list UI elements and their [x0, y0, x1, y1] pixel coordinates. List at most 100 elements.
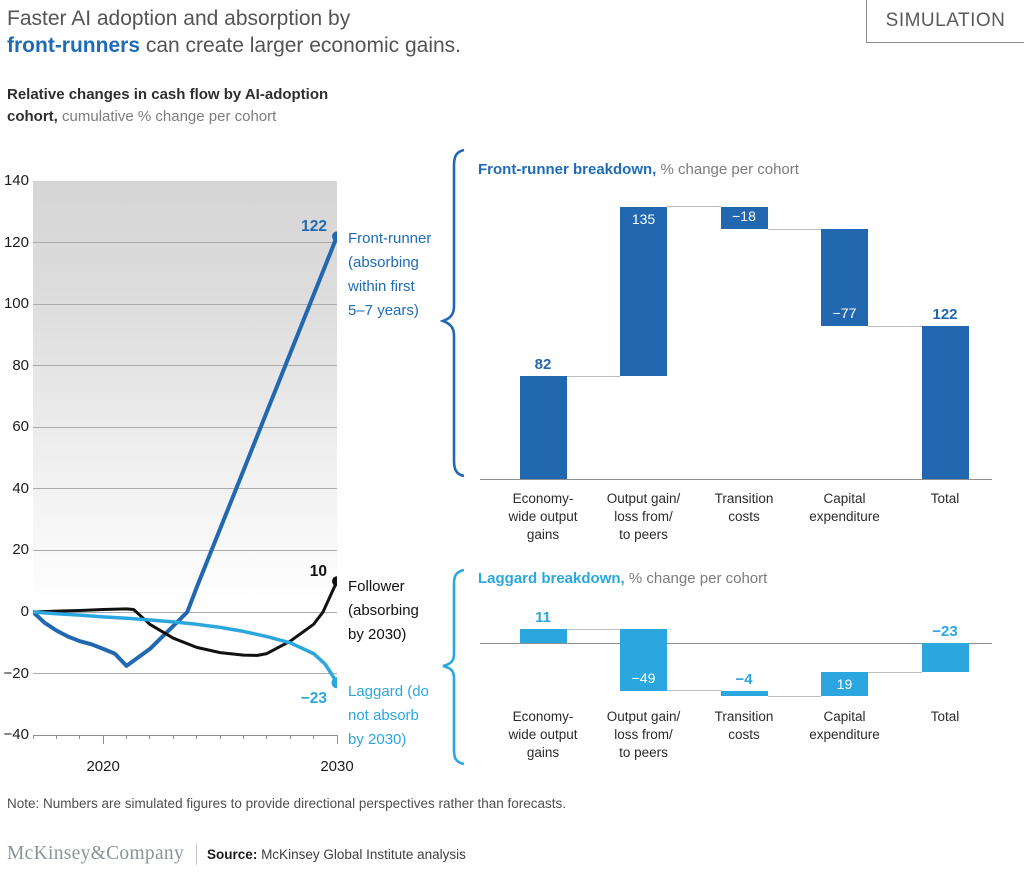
chart-subtitle-rest: cumulative % change per cohort [57, 108, 277, 125]
y-axis-labels: 140 120 100 80 60 40 20 0 −20 −40 [0, 0, 29, 877]
waterfall-connector [566, 628, 620, 630]
y-tick-label: −40 [3, 726, 29, 744]
laggard-series-label: Laggard (do not absorb by 2030) [348, 683, 429, 748]
bar-value-label: 82 [534, 356, 552, 374]
waterfall-bar [620, 629, 667, 691]
line-chart: 2020 2030 122 10 −23 [32, 181, 354, 781]
waterfall-bar [821, 229, 868, 326]
page-title: Faster AI adoption and absorption by fro… [7, 5, 607, 59]
title-rest: can create larger economic gains. [140, 34, 461, 57]
follower-line [33, 579, 337, 657]
waterfall-bar [519, 376, 567, 479]
x-axis-tick [266, 735, 268, 739]
x-axis-tick [149, 735, 151, 739]
x-axis-tick [219, 735, 221, 739]
bar-category-label: Economy- wide output gains [508, 491, 578, 542]
title-highlight: front-runners [7, 34, 140, 57]
y-tick-label: 0 [20, 603, 29, 620]
follower-end-dot [332, 576, 337, 587]
source-line: Source: McKinsey Global Institute analys… [207, 847, 466, 862]
front-runner-line [33, 234, 337, 668]
x-axis-tick [55, 735, 57, 739]
y-tick-label: 100 [3, 295, 29, 313]
front-runner-breakdown-title-bold: Front-runner breakdown, [478, 161, 657, 178]
x-axis-tick [79, 735, 81, 739]
x-axis-tick [313, 735, 315, 739]
y-tick-label: −20 [3, 664, 29, 682]
gridline [33, 426, 337, 428]
footnote: Note: Numbers are simulated figures to p… [7, 796, 567, 811]
bar-value-label: 11 [535, 609, 551, 627]
gridline [33, 549, 337, 551]
waterfall-connector [566, 375, 620, 377]
bar-category-label: Transition costs [714, 491, 774, 524]
gridline [33, 488, 337, 490]
x-tick-label: 2020 [86, 758, 120, 775]
laggard-waterfall-chart: 11 Economy- wide output gains −49 Output ga… [480, 600, 992, 780]
bar-value-label: 135 [631, 210, 656, 227]
waterfall-bar [921, 326, 969, 479]
waterfall-connector [667, 206, 721, 208]
laggard-end-dot [331, 677, 337, 689]
laggard-end-value: −23 [300, 689, 327, 707]
waterfall-bar [720, 206, 768, 230]
laggard-line [33, 610, 337, 685]
y-tick-label: 140 [3, 171, 29, 189]
front-runner-end-dot [332, 231, 337, 242]
chart-subtitle: Relative changes in cash flow by AI-adop… [7, 84, 363, 128]
front-runner-brace [440, 148, 465, 478]
chart-subtitle-bold: Relative changes in cash flow by AI-adop… [7, 86, 329, 125]
waterfall-baseline [480, 478, 992, 480]
x-axis-tick [196, 735, 198, 739]
bar-value-label: −18 [732, 208, 756, 225]
bar-category-label: Transition costs [714, 709, 774, 742]
source-text: McKinsey Global Institute analysis [257, 846, 466, 862]
bar-category-label: Output gain/ loss from/ to peers [606, 491, 681, 542]
laggard-breakdown-title-rest: % change per cohort [624, 570, 768, 587]
follower-series-label: Follower (absorbing by 2030) [348, 578, 419, 643]
waterfall-baseline [480, 642, 992, 644]
simulation-badge: SIMULATION [866, 0, 1024, 43]
x-axis-tick [242, 735, 244, 739]
footer: McKinsey&Company Source: McKinsey Global… [7, 841, 466, 867]
waterfall-bar [519, 629, 567, 643]
gridline [33, 303, 337, 305]
y-tick-label: 40 [12, 479, 29, 497]
source-label: Source: [207, 846, 258, 862]
front-runner-breakdown-title: Front-runner breakdown, % change per coh… [478, 161, 799, 178]
x-axis-tick [32, 735, 34, 739]
y-tick-label: 80 [12, 356, 29, 374]
waterfall-bar [921, 643, 969, 673]
series-lines [33, 231, 337, 689]
gridline [33, 365, 337, 367]
gridline [33, 242, 337, 244]
y-tick-label: 60 [12, 418, 29, 436]
waterfall-connector [868, 325, 922, 327]
bar-value-label: 122 [932, 306, 958, 323]
front-runner-end-value: 122 [301, 218, 327, 236]
x-axis-tick [126, 735, 128, 739]
x-axis-tick [102, 735, 104, 744]
x-axis-line [33, 734, 337, 736]
waterfall-bar [821, 672, 868, 697]
laggard-breakdown-title-bold: Laggard breakdown, [478, 570, 625, 587]
waterfall-bar [720, 690, 768, 697]
follower-end-value: 10 [309, 563, 327, 581]
footer-divider [196, 843, 198, 865]
bar-category-label: Capital expenditure [809, 709, 880, 742]
mckinsey-logo: McKinsey&Company [7, 843, 185, 864]
y-tick-label: 20 [12, 541, 29, 559]
bar-category-label: Total [930, 709, 960, 724]
bar-value-label: 19 [836, 676, 853, 693]
front-runner-breakdown-title-rest: % change per cohort [656, 161, 799, 178]
front-runner-series-label: Front-runner (absorbing within first 5–7… [348, 230, 432, 319]
bar-category-label: Total [930, 491, 960, 506]
front-runner-waterfall-chart: 82 Economy- wide output gains 135 Output ga… [480, 190, 992, 555]
bar-value-label: −77 [832, 305, 857, 321]
waterfall-connector [767, 228, 821, 230]
waterfall-connector [767, 695, 821, 697]
bar-value-label: −49 [631, 669, 656, 686]
bar-category-label: Output gain/ loss from/ to peers [606, 709, 681, 760]
bar-category-label: Economy- wide output gains [508, 709, 578, 760]
